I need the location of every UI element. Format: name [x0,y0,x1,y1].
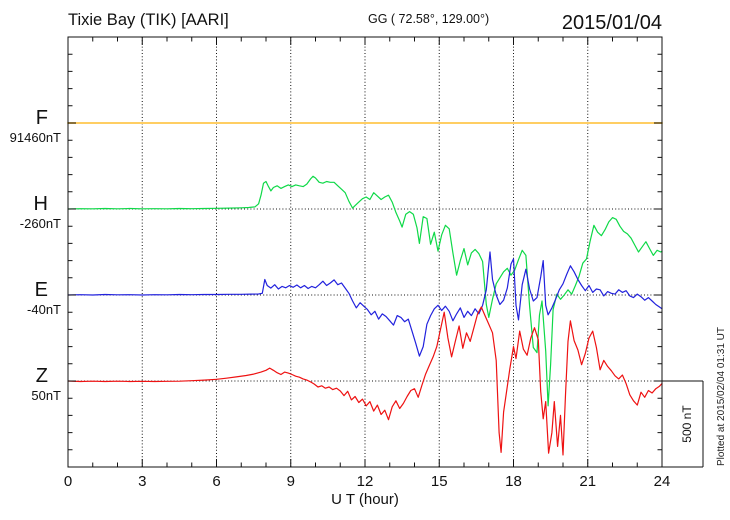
component-label-f: F [36,107,48,129]
x-tick-label: 12 [357,473,374,490]
scale-bar-bracket [662,380,704,468]
curve-layer [67,122,663,456]
plotted-at-annotation: Plotted at 2015/02/04 01:31 UT [716,327,727,466]
scale-bar-label: 500 nT [680,405,694,443]
x-axis-title: U T (hour) [331,491,399,508]
geographic-coords: GG ( 72.58°, 129.00°) [368,12,489,26]
plot-date: 2015/01/04 [562,12,662,34]
x-tick-label: 6 [212,473,220,490]
x-tick-label: 9 [287,473,295,490]
scale-bar: 500 nT [662,380,704,468]
trace-e [67,251,663,357]
x-tick-label: 18 [505,473,522,490]
baseline-value-h: -260nT [20,216,61,231]
x-tick-labels: 0 3 6 9 12 15 18 21 24 [64,473,671,490]
trace-z [67,306,663,456]
baseline-value-f: 91460nT [10,130,61,145]
x-tick-label: 21 [579,473,596,490]
trace-h [67,175,663,407]
x-tick-label: 3 [138,473,146,490]
tick-layer [67,37,663,467]
x-tick-label: 15 [431,473,448,490]
component-label-e: E [35,279,48,301]
baseline-value-z: 50nT [31,388,61,403]
component-label-z: Z [36,365,48,387]
x-tick-label: 0 [64,473,72,490]
x-tick-label: 24 [654,473,671,490]
component-label-h: H [34,193,48,215]
station-title: Tixie Bay (TIK) [AARI] [68,11,229,29]
baseline-value-e: -40nT [27,302,61,317]
